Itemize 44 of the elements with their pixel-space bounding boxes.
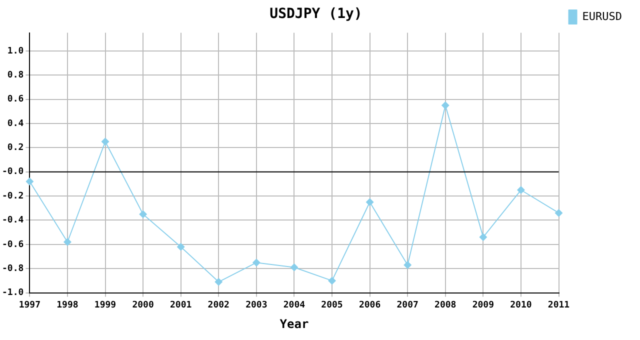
point [139, 210, 148, 218]
point [63, 238, 72, 246]
x-tick-label: 2005 [321, 300, 343, 311]
x-tick-label: 1998 [56, 300, 78, 311]
y-tick-label: 0.2 [7, 143, 24, 154]
x-tick-label: 2007 [396, 300, 418, 311]
chart-title: USDJPY (1y) [270, 6, 362, 22]
point [328, 276, 336, 285]
x-tick-label: 2001 [170, 300, 192, 311]
point [479, 233, 488, 242]
point [366, 198, 374, 206]
y-tick-label: -0.0 [2, 167, 24, 178]
y-tick-label: -0.2 [2, 191, 24, 202]
y-tick-label: 0.8 [7, 70, 24, 80]
point [176, 242, 185, 251]
y-tick-label: 1.0 [7, 46, 24, 56]
x-tick-label: 2003 [246, 300, 268, 311]
x-tick-label: 2004 [283, 300, 306, 311]
point [441, 101, 450, 110]
y-tick-label: -0.4 [2, 216, 24, 226]
x-tick-label: 2011 [548, 300, 570, 311]
y-tick-label: -0.8 [2, 264, 24, 274]
y-tick-label: -1.0 [2, 288, 24, 298]
x-tick-label: 2000 [132, 300, 154, 311]
x-tick-label: 1999 [94, 300, 116, 311]
point [252, 258, 260, 267]
x-tick-label: 2008 [434, 300, 456, 311]
x-tick-label: 2002 [208, 300, 230, 311]
x-tick-label: 1997 [18, 300, 41, 311]
point [404, 260, 412, 269]
point [214, 278, 223, 286]
point [26, 178, 34, 186]
y-tick-label: -0.6 [2, 240, 24, 250]
x-tick-label: 2006 [358, 300, 381, 311]
point [516, 186, 525, 194]
x-tick-label: 2010 [510, 300, 532, 311]
y-tick-label: 0.4 [7, 118, 24, 129]
point [554, 208, 563, 217]
point [101, 138, 110, 146]
y-tick-label: 0.6 [7, 94, 24, 105]
point [290, 263, 298, 272]
x-axis-title: Year [280, 316, 309, 331]
legend-label: EURUSD [582, 10, 622, 23]
x-tick-label: 2009 [472, 300, 494, 311]
